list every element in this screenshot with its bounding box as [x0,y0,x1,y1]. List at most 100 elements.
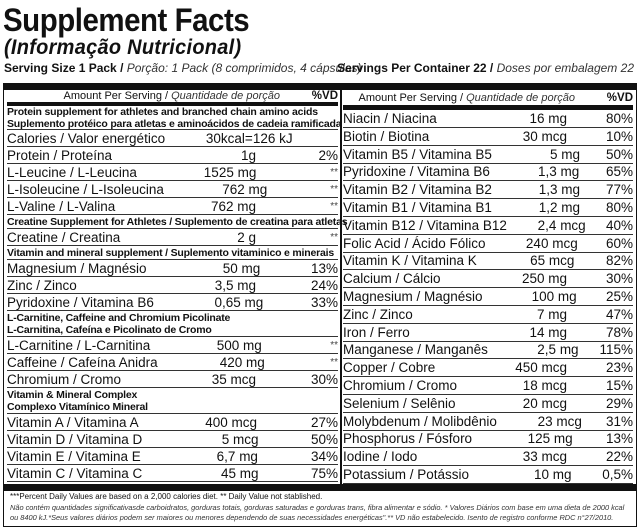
nutrient-name: Vitamin D / Vitamina D [7,431,143,447]
nutrient-amount: 18 mcg [522,378,568,394]
nutrient-row: Magnesium / Magnésio 100 mg 25% [343,288,633,306]
nutrient-amount: 33 mcg [522,449,567,465]
nutrient-row: Pyridoxine / Vitamina B6 0,65 mg 33% [7,294,338,311]
nutrient-vd: 33% [310,294,338,310]
nutrient-name: L-Valine / L-Valina [7,198,116,214]
nutrient-row: Magnesium / Magnésio 50 mg 13% [7,260,338,277]
nutrient-amount: 0,65 mg [214,294,264,310]
nutrient-vd: ** [330,231,338,243]
footnotes: ***Percent Daily Values are based on a 2… [10,492,632,523]
nutrient-name: Protein / Proteína [7,147,113,163]
nutrient-vd: ** [330,183,338,195]
nutrient-name: Copper / Cobre [343,360,436,376]
amount-header: Amount Per Serving / Quantidade de porçã… [7,90,338,106]
top-rule [4,83,636,90]
nutrient-name: Pyridoxine / Vitamina B6 [343,164,490,180]
nutrient-row: Vitamin K / Vitamina K 65 mcg 82% [343,253,633,271]
nutrient-vd: 50% [605,146,633,162]
nutrient-vd: 10% [605,128,633,144]
nutrient-vd: 40% [605,217,633,233]
nutrient-name: Selenium / Selênio [343,395,456,411]
nutrient-name: Magnesium / Magnésio [7,260,147,276]
nutrient-vd: 80% [605,111,633,127]
nutrient-amount: 2,4 mcg [537,217,586,233]
nutrient-vd: 65% [605,164,633,180]
nutrient-amount: 16 mg [529,111,567,127]
nutrient-vd: 78% [605,324,633,340]
nutrient-row: Molybdenum / Molibdênio 23 mcg 31% [343,413,633,431]
nutrient-vd: 75% [310,465,338,481]
nutrient-name: Creatine / Creatina [7,229,121,245]
nutrient-row: L-Carnitine / L-Carnitina 500 mg ** [7,337,338,354]
nutrient-row: Vitamin E / Vitamina E 6,7 mg 34% [7,448,338,465]
nutrient-amount: 1,3 mg [538,182,581,198]
section-creatine: Creatine Supplement for Athletes / Suple… [7,215,348,229]
nutrient-vd: 30% [605,271,633,287]
nutrient-amount: 1525 mg [203,164,257,180]
nutrient-amount: 400 mcg [205,414,258,430]
nutrient-vd: ** [330,339,338,351]
nutrient-row: Zinc / Zinco 3,5 mg 24% [7,277,338,294]
nutrient-row: Selenium / Selênio 20 mcg 29% [343,395,633,413]
nutrient-amount: 2 g [237,229,256,245]
nutrient-amount: 5 mcg [221,431,259,447]
facts-panel: Amount Per Serving / Quantidade de porçã… [3,83,637,527]
nutrient-name: Vitamin B5 / Vitamina B5 [343,146,492,162]
nutrient-amount: 6,7 mg [216,448,258,464]
nutrient-amount: 3,5 mg [214,277,256,293]
nutrient-row: Folic Acid / Ácido Fólico 240 mcg 60% [343,235,633,253]
nutrient-amount: 50 mg [222,260,261,276]
nutrient-row: Phosphorus / Fósforo 125 mg 13% [343,431,633,449]
nutrient-name: Vitamin B12 / Vitamina B12 [343,217,507,233]
nutrient-name: Vitamin C / Vitamina C [7,465,143,481]
nutrient-name: Zinc / Zinco [343,306,413,322]
nutrient-amount: 762 mg [222,181,268,197]
nutrient-amount: 500 mg [216,337,262,353]
nutrient-row: Vitamin D / Vitamina D 5 mcg 50% [7,431,338,448]
label-subtitle: (Informação Nutricional) [4,36,242,59]
nutrient-vd: 60% [605,235,633,251]
nutrient-row: Vitamin C / Vitamina C 45 mg 75% [7,465,338,482]
footnote-pt: Não contém quantidades significativasde … [10,503,625,522]
nutrient-amount: 1g [240,147,256,163]
nutrient-row: Chromium / Cromo 18 mcg 15% [343,377,633,395]
nutrient-row: Iodine / Iodo 33 mcg 22% [343,448,633,467]
nutrient-vd: 15% [605,378,633,394]
nutrient-vd: 13% [310,260,338,276]
nutrient-name: Vitamin E / Vitamina E [7,448,141,464]
label-title: Supplement Facts [3,2,250,38]
nutrient-vd: 22% [605,449,633,465]
nutrient-amount: 5 mg [550,146,581,162]
nutrient-vd: 50% [310,431,338,447]
nutrient-name: Chromium / Cromo [343,378,458,394]
nutrient-vd: 31% [605,413,633,429]
nutrient-amount: 7 mg [536,306,567,322]
nutrient-name: Molybdenum / Molibdênio [343,413,497,429]
nutrient-name: Biotin / Biotina [343,128,430,144]
nutrient-vd: 77% [605,182,633,198]
nutrient-row: Pyridoxine / Vitamina B6 1,3 mg 65% [343,164,633,182]
nutrient-row: Biotin / Biotina 30 mcg 10% [343,128,633,146]
nutrient-row: Calcium / Cálcio 250 mg 30% [343,270,633,289]
nutrient-vd: 13% [605,431,633,447]
serving-size: Serving Size 1 Pack / Porção: 1 Pack (8 … [4,61,362,75]
nutrient-vd: 80% [605,200,633,216]
nutrient-row: Zinc / Zinco 7 mg 47% [343,306,633,324]
nutrient-row: Iron / Ferro 14 mg 78% [343,324,633,342]
nutrient-amount: 35 mcg [211,371,256,387]
nutrient-vd: 2% [318,147,338,163]
nutrient-vd: 82% [605,253,633,269]
nutrient-vd: 30% [310,371,338,387]
nutrient-name: L-Leucine / L-Leucina [7,164,137,180]
nutrient-vd: 47% [605,306,633,322]
nutrient-name: Vitamin B2 / Vitamina B2 [343,182,492,198]
nutrient-vd: 24% [310,277,338,293]
nutrient-vd: 23% [605,360,633,376]
nutrient-name: Chromium / Cromo [7,371,122,387]
nutrient-row: Protein / Proteína 1g 2% [7,147,338,164]
nutrient-name: Potassium / Potássio [343,467,470,483]
section-protein: Protein supplement for athletes and bran… [7,105,342,130]
nutrient-name: Niacin / Niacina [343,111,437,127]
nutrient-amount: 45 mg [221,465,259,481]
nutrient-vd: 115% [599,342,633,358]
